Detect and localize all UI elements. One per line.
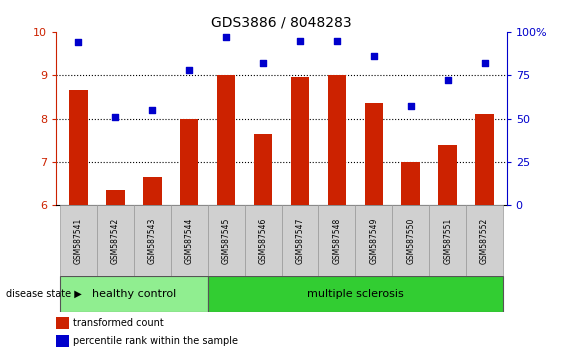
- Point: [406, 104, 415, 109]
- Point: [480, 60, 489, 66]
- Bar: [365, 103, 383, 205]
- Text: percentile rank within the sample: percentile rank within the sample: [73, 336, 238, 346]
- Text: GSM587548: GSM587548: [332, 218, 341, 264]
- Bar: [171, 205, 208, 276]
- Bar: [355, 205, 392, 276]
- Bar: [60, 205, 97, 276]
- Point: [443, 78, 452, 83]
- Bar: [56, 317, 69, 329]
- Point: [74, 39, 83, 45]
- Bar: [328, 75, 346, 205]
- Text: disease state ▶: disease state ▶: [6, 289, 82, 299]
- Text: GSM587541: GSM587541: [74, 218, 83, 264]
- Text: GSM587552: GSM587552: [480, 218, 489, 264]
- Bar: [208, 276, 503, 312]
- Text: healthy control: healthy control: [92, 289, 176, 299]
- Text: GSM587549: GSM587549: [369, 217, 378, 264]
- Bar: [217, 75, 235, 205]
- Bar: [475, 114, 494, 205]
- Bar: [319, 205, 355, 276]
- Point: [332, 38, 341, 44]
- Bar: [56, 335, 69, 347]
- Point: [148, 107, 157, 113]
- Bar: [106, 190, 124, 205]
- Bar: [244, 205, 282, 276]
- Text: transformed count: transformed count: [73, 318, 163, 328]
- Text: GSM587544: GSM587544: [185, 217, 194, 264]
- Text: GSM587546: GSM587546: [258, 217, 267, 264]
- Bar: [69, 90, 88, 205]
- Point: [185, 67, 194, 73]
- Bar: [60, 276, 208, 312]
- Text: GDS3886 / 8048283: GDS3886 / 8048283: [211, 16, 352, 30]
- Text: GSM587543: GSM587543: [148, 217, 157, 264]
- Point: [258, 60, 267, 66]
- Bar: [429, 205, 466, 276]
- Bar: [134, 205, 171, 276]
- Bar: [254, 134, 272, 205]
- Text: GSM587542: GSM587542: [111, 218, 120, 264]
- Point: [369, 53, 378, 59]
- Point: [222, 34, 231, 40]
- Bar: [143, 177, 162, 205]
- Bar: [401, 162, 420, 205]
- Bar: [439, 144, 457, 205]
- Text: GSM587551: GSM587551: [443, 218, 452, 264]
- Text: GSM587550: GSM587550: [406, 217, 415, 264]
- Bar: [180, 119, 198, 205]
- Text: GSM587547: GSM587547: [296, 217, 305, 264]
- Text: GSM587545: GSM587545: [222, 217, 231, 264]
- Bar: [291, 78, 309, 205]
- Bar: [392, 205, 429, 276]
- Bar: [97, 205, 134, 276]
- Point: [111, 114, 120, 120]
- Point: [296, 38, 305, 44]
- Bar: [208, 205, 244, 276]
- Bar: [466, 205, 503, 276]
- Bar: [282, 205, 319, 276]
- Text: multiple sclerosis: multiple sclerosis: [307, 289, 404, 299]
